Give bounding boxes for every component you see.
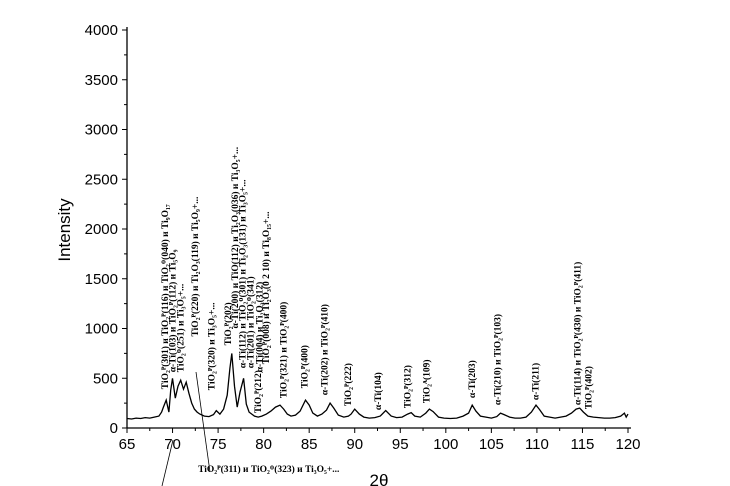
peak-annotation: α-Ti(104) <box>373 372 384 410</box>
peak-annotation: TiO₂ᴾ(400) <box>299 345 310 388</box>
peak-annotation: α-Ti(203) <box>467 360 478 398</box>
peak-annotation: α-Ti(114) и TiO₂ᴾ(430) и TiO₂ᴾ(411) <box>573 262 584 405</box>
x-tick-label: 65 <box>119 436 136 453</box>
peak-annotation: TiO₂ᴾ(320) и Ti₃O₅+... <box>206 302 217 390</box>
peak-annotation: α-Ti(211) <box>531 363 542 400</box>
x-tick-label: 105 <box>479 436 504 453</box>
peak-annotation: α-Ti(004) и Ti₂O₃(312) <box>255 282 266 373</box>
y-tick-label: 1500 <box>85 271 118 288</box>
y-axis-label: Intensity <box>55 198 74 262</box>
peak-annotation: TiO₂ᴾ(301) и TiO₂ᴾ(116) и TiO₂ᴼ(040) и T… <box>160 204 171 389</box>
x-tick-label: 70 <box>164 436 181 453</box>
peak-annotation: TiO₂ᴾ(321) и TiO₂ᴾ(400) <box>278 302 289 398</box>
annotations: TiO₂ᴾ(301) и TiO₂ᴾ(116) и TiO₂ᴼ(040) и T… <box>160 147 595 475</box>
x-tick-label: 95 <box>392 436 409 453</box>
peak-annotation: TiO₂ᴾ(212) <box>253 370 264 413</box>
peak-annotation: TiO₂ᴼ(251) и Ti₃O₅+... <box>176 284 187 373</box>
peak-annotation: α-Ti(201) и TiO₂ᴼ(341) <box>246 276 257 368</box>
x-axis-label: 2θ <box>370 471 389 486</box>
peak-annotation: TiO₂ᴾ(222) <box>343 363 354 406</box>
x-tick-label: 100 <box>433 436 458 453</box>
peak-annotation: α-Ti(200) и TiO(112) и Ti₂O₃(036) и Ti₃O… <box>230 147 241 329</box>
x-tick-label: 75 <box>210 436 227 453</box>
peak-annotation: TiO₂ᴾ(220) и Ti₂O₃(119) и Ti₅O₉+... <box>190 197 201 337</box>
y-tick-label: 0 <box>110 420 118 437</box>
peak-annotation: TiO₂ᴾ(402) <box>584 366 595 409</box>
peak-annotation: α-Ti(210) и TiO₂ᴾ(103) <box>493 314 504 405</box>
annotation-leader-line <box>161 439 174 486</box>
y-tick-label: 2500 <box>85 171 118 188</box>
annotation-leader-line <box>195 371 211 473</box>
peak-annotation: TiO₂ᴾ(008) и Ti₂O₃(0 2 10) и Ti₈O₁₅+... <box>261 212 272 365</box>
x-tick-label: 115 <box>570 436 594 453</box>
peak-annotation: α-Ti(202) и TiO₂ᴾ(410) <box>319 304 330 395</box>
x-tick-label: 120 <box>615 436 640 453</box>
axes <box>126 27 631 429</box>
peak-annotation: TiO₂ᴾ(312) <box>402 365 413 408</box>
peak-annotation: TiO₂ᴬ(109) <box>421 359 432 403</box>
peak-annotation: TiO₂ᴾ(202) <box>223 302 234 345</box>
y-tick-label: 3000 <box>85 122 118 139</box>
series-line <box>126 353 629 420</box>
y-tick-label: 3500 <box>85 72 118 89</box>
y-tick-label: 4000 <box>85 22 118 39</box>
peak-annotation: TiO₂ᴾ(311) и TiO₂ᴼ(323) и Ti₃O₅+... <box>198 464 339 475</box>
x-tick-label: 90 <box>346 436 363 453</box>
y-tick-label: 500 <box>93 370 118 387</box>
x-tick-label: 85 <box>301 436 318 453</box>
ticks: 65 70 75 80 85 90 95 100 105 110 115 120 0 500 1000 150… <box>85 22 641 453</box>
x-tick-label: 80 <box>255 436 272 453</box>
peak-annotation: α-Ti(103) и TiO₂ᴾ(112) и Ti₅O₉ <box>167 249 178 372</box>
y-tick-label: 2000 <box>85 221 118 238</box>
y-tick-label: 1000 <box>85 321 118 338</box>
x-tick-label: 110 <box>525 436 549 453</box>
peak-annotation: α-Ti(112) и TiO₂ᴼ(301) и Ti₂O₃(131) и Ti… <box>237 180 248 369</box>
